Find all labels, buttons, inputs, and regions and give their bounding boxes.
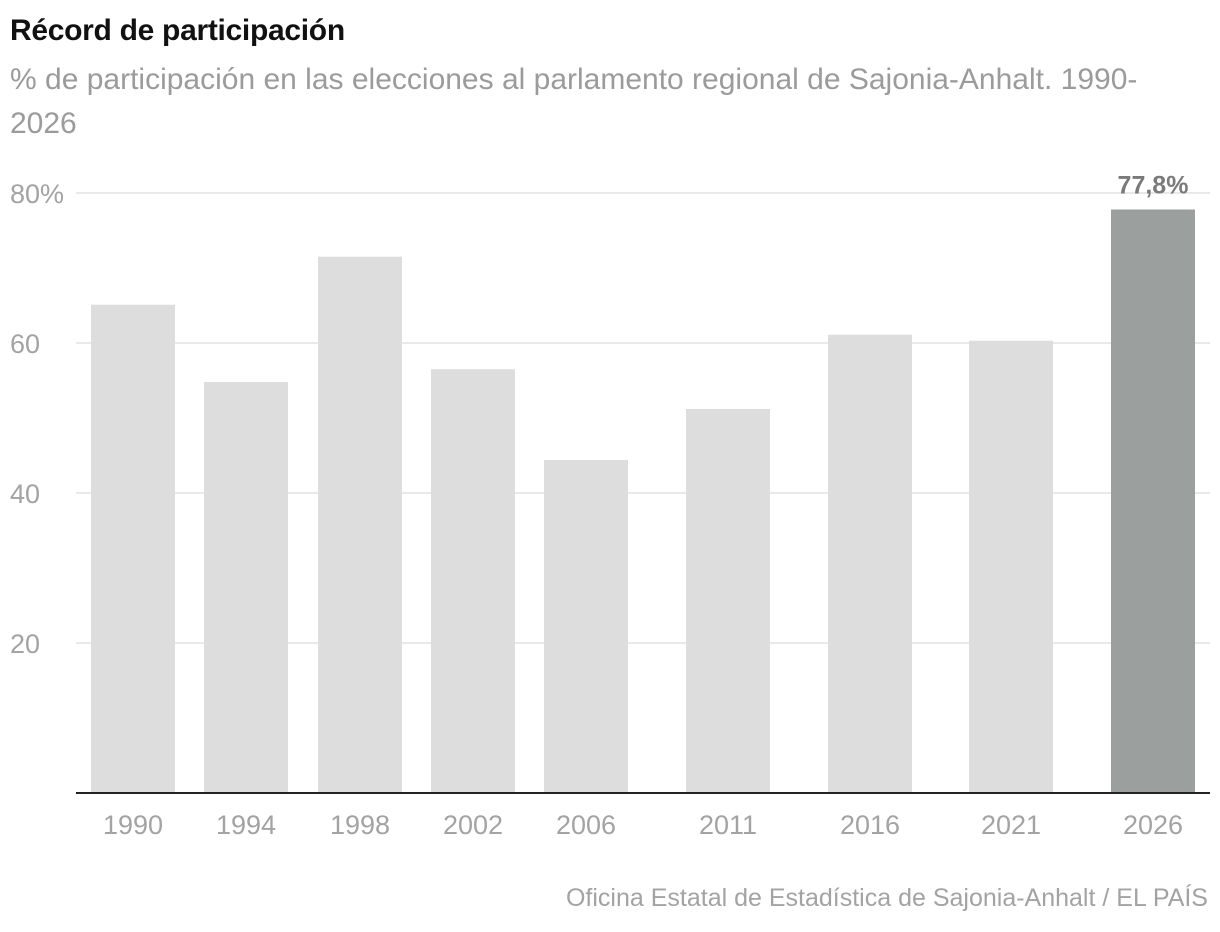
bar-2011 bbox=[686, 409, 770, 793]
data-labels: 77,8% bbox=[1118, 172, 1189, 200]
bar-1990 bbox=[91, 304, 175, 793]
x-tick-label: 2021 bbox=[981, 810, 1041, 840]
y-tick-label: 80% bbox=[10, 179, 64, 209]
x-tick-label: 2026 bbox=[1123, 810, 1183, 840]
bar-2002 bbox=[431, 369, 515, 793]
x-tick-label: 2011 bbox=[699, 810, 757, 840]
x-axis-ticks: 1990 1994 1998 2002 2006 2011 2016 2021 2026 bbox=[103, 810, 1183, 840]
x-tick-label: 1998 bbox=[330, 810, 390, 840]
bar-2026 bbox=[1111, 209, 1195, 793]
bar-2016 bbox=[828, 334, 912, 793]
y-tick-label: 20 bbox=[10, 629, 40, 659]
x-tick-label: 2016 bbox=[840, 810, 900, 840]
data-label: 77,8% bbox=[1118, 172, 1189, 200]
bar-chart: 20 40 60 80% 1990 1994 1998 2002 2006 2011 2016 20… bbox=[10, 172, 1210, 840]
x-tick-label: 2006 bbox=[556, 810, 616, 840]
chart-title: Récord de participación bbox=[10, 14, 345, 47]
x-tick-label: 1990 bbox=[103, 810, 163, 840]
y-tick-label: 40 bbox=[10, 479, 40, 509]
y-axis-ticks: 20 40 60 80% bbox=[10, 179, 64, 659]
bar-1994 bbox=[204, 382, 288, 793]
chart-subtitle: % de participación en las elecciones al … bbox=[10, 63, 1138, 140]
x-tick-label: 1994 bbox=[216, 810, 276, 840]
bar-1998 bbox=[318, 256, 402, 793]
y-tick-label: 60 bbox=[10, 329, 40, 359]
bar-2006 bbox=[544, 460, 628, 793]
bar-2021 bbox=[969, 340, 1053, 793]
x-tick-label: 2002 bbox=[443, 810, 503, 840]
bars bbox=[91, 209, 1195, 793]
source-credit: Oficina Estatal de Estadística de Sajoni… bbox=[565, 884, 1208, 912]
